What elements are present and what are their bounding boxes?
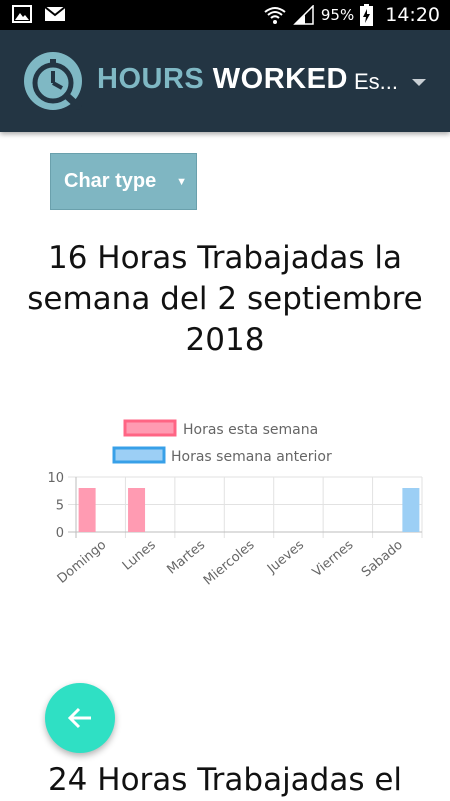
status-right: 95% 14:20	[263, 0, 440, 30]
caret-down-icon: ▼	[176, 176, 187, 188]
x-tick-label: Domingo	[55, 538, 110, 587]
chart-type-label: Char type	[64, 170, 157, 192]
language-select[interactable]: Es...	[354, 68, 426, 96]
caret-down-icon	[412, 78, 426, 86]
language-selected-value: Es...	[353, 69, 398, 94]
legend-swatch	[123, 419, 177, 437]
chart-legend: Horas esta semana Horas semana anterior	[112, 419, 332, 465]
hours-bar-chart: Horas esta semana Horas semana anterior 1…	[47, 419, 423, 589]
signal-icon	[293, 5, 314, 25]
image-icon	[12, 5, 32, 23]
bar-horas-semana-anterior	[402, 488, 420, 532]
arrow-left-icon	[67, 707, 91, 729]
chart-bars	[78, 488, 420, 532]
app-title-part2: WORKED	[212, 63, 348, 95]
app-title-part1: HOURS	[97, 63, 205, 95]
bar-horas-esta-semana	[78, 488, 96, 532]
back-button[interactable]	[45, 683, 115, 753]
y-axis-labels: 10 5 0	[47, 471, 64, 541]
email-icon	[44, 6, 66, 21]
x-tick-label: Lunes	[120, 537, 159, 573]
chart-type-select[interactable]: Char type ▼	[50, 153, 197, 210]
clock-logo-icon	[24, 52, 82, 110]
y-tick-label: 5	[56, 499, 64, 514]
x-tick-label: Viernes	[310, 537, 357, 580]
app-title: HOURS WORKED	[97, 63, 348, 96]
x-tick-label: Jueves	[264, 537, 307, 577]
status-left-icons	[12, 5, 66, 23]
status-bar: 95% 14:20	[0, 0, 450, 30]
week-hours-heading-2: 24 Horas Trabajadas el	[47, 762, 403, 798]
battery-percent: 95%	[320, 6, 355, 24]
legend-label: Horas semana anterior	[171, 449, 332, 465]
x-tick-label: Martes	[164, 537, 208, 577]
y-tick-label: 10	[47, 471, 64, 486]
chart-grid	[68, 476, 423, 538]
legend-label: Horas esta semana	[183, 422, 318, 438]
x-tick-label: Miercoles	[201, 537, 258, 588]
clock: 14:20	[385, 4, 440, 26]
battery-charging-icon	[360, 4, 374, 26]
wifi-icon	[264, 7, 286, 24]
week-hours-heading: 16 Horas Trabajadas la semana del 2 sept…	[27, 240, 423, 358]
y-tick-label: 0	[56, 526, 64, 541]
app-bar: HOURS WORKED Es...	[0, 30, 450, 132]
x-tick-label: Sabado	[359, 538, 406, 581]
bar-horas-esta-semana	[128, 488, 146, 532]
legend-swatch	[112, 446, 166, 464]
